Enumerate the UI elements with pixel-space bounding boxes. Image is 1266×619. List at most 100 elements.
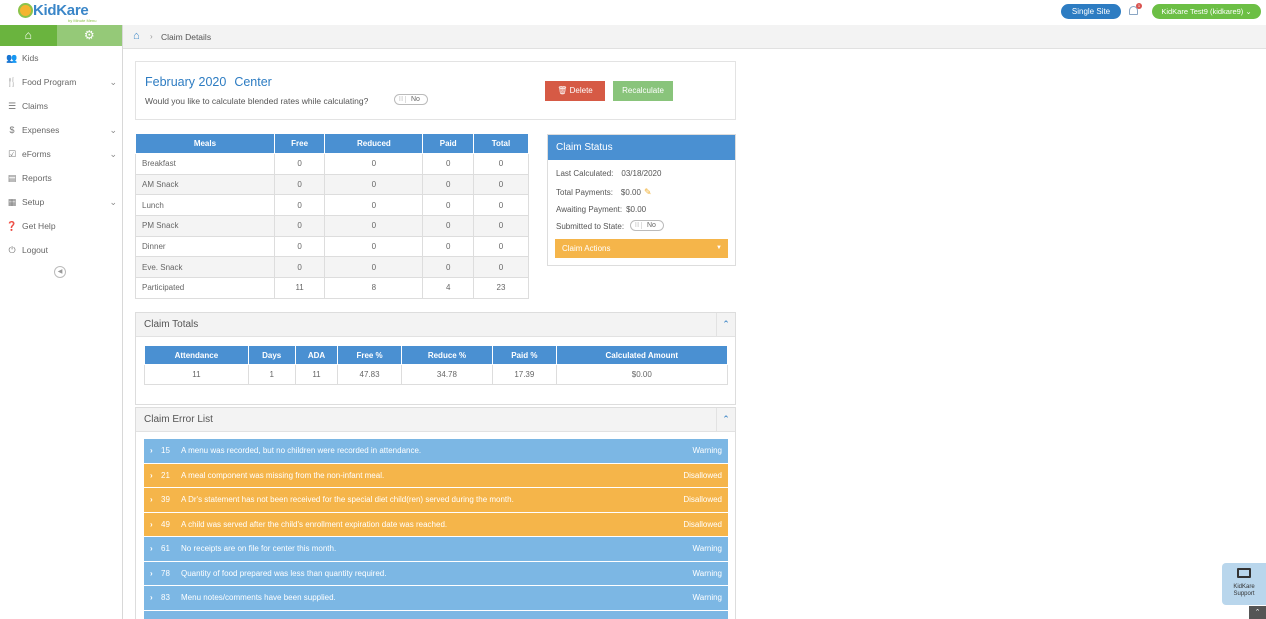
kidkare-logo[interactable]: KidKare by Minute Menu — [18, 2, 98, 24]
sidebar-item-expenses[interactable]: $ Expenses ⌄ — [0, 118, 122, 142]
claim-header-panel: February 2020 Center Would you like to ca… — [135, 61, 736, 120]
user-menu-button[interactable]: KidKare Test9 (kidkare9) ⌄ — [1152, 4, 1261, 19]
gear-icon[interactable]: ⚙ — [56, 25, 122, 46]
chevron-right-icon: › — [150, 519, 153, 529]
blend-rates-toggle[interactable]: ||| No — [394, 94, 428, 105]
power-icon: ⏻ — [8, 245, 16, 255]
collapse-sidebar-icon[interactable]: ◀ — [54, 266, 66, 278]
meals-table-header: Meals Free Reduced Paid Total — [135, 133, 530, 154]
table-cell: 47.83 — [337, 364, 402, 385]
table-cell: 4 — [422, 277, 474, 299]
table-cell: 0 — [324, 153, 424, 175]
table-row: Lunch 0 0 0 0 — [135, 194, 530, 217]
dollar-icon: $ — [9, 125, 15, 135]
sidebar-item-eforms[interactable]: ☑ eForms ⌄ — [0, 142, 122, 166]
support-label-line1: KidKare — [1233, 584, 1255, 590]
table-row: Dinner 0 0 0 0 — [135, 235, 530, 258]
submitted-toggle[interactable]: ||| No — [630, 220, 664, 231]
table-cell: 34.78 — [400, 364, 494, 385]
recalculate-button[interactable]: Recalculate — [613, 81, 673, 101]
table-cell: 0 — [472, 153, 530, 175]
user-label: KidKare Test9 (kidkare9) — [1161, 7, 1244, 16]
chevron-up-icon[interactable]: ⌃ — [716, 313, 735, 336]
error-list-item[interactable]: › 83 Menu notes/comments have been supplie… — [144, 586, 728, 610]
claim-month: February 2020 — [145, 75, 227, 89]
claim-status-panel: Claim Status Last Calculated: 03/18/2020 … — [547, 134, 736, 266]
single-site-button[interactable]: Single Site — [1061, 4, 1121, 19]
sidebar-item-label: Claims — [22, 101, 48, 111]
sidebar-item-get-help[interactable]: ❓ Get Help — [0, 214, 122, 238]
error-list-item[interactable]: › 15 A menu was recorded, but no children … — [144, 439, 728, 463]
claim-actions-dropdown[interactable]: Claim Actions ▼ — [555, 239, 728, 258]
error-list-item[interactable]: › 39 A Dr's statement has not been receive… — [144, 488, 728, 512]
chevron-down-icon: ⌄ — [109, 77, 117, 87]
error-type: Warning — [692, 446, 723, 455]
error-number: 21 — [161, 470, 170, 480]
table-cell: Participated — [135, 277, 275, 299]
sidebar-item-logout[interactable]: ⏻ Logout — [0, 238, 122, 262]
chevron-up-icon[interactable]: ⌃ — [716, 408, 735, 431]
error-list-item[interactable]: › 61 No receipts are on file for center th… — [144, 537, 728, 561]
sidebar-item-setup[interactable]: ▦ Setup ⌄ — [0, 190, 122, 214]
claim-error-list-panel: Claim Error List ⌃ › 15 A menu was recorde… — [135, 407, 736, 619]
home-icon[interactable]: ⌂ — [0, 25, 57, 46]
error-list-item[interactable] — [144, 610, 728, 619]
kidkare-support-button[interactable]: KidKare Support — [1222, 563, 1266, 605]
pencil-icon[interactable]: ✎ — [643, 187, 652, 197]
meals-table: Meals Free Reduced Paid Total Breakfast 0 0 0 0 A… — [135, 133, 530, 299]
report-icon: ▤ — [7, 173, 17, 183]
column-header: Meals — [135, 133, 275, 154]
table-cell: 0 — [324, 235, 424, 258]
table-cell: 0 — [273, 235, 326, 258]
sidebar-item-reports[interactable]: ▤ Reports — [0, 166, 122, 190]
table-cell: 0 — [324, 256, 424, 279]
table-cell: 17.39 — [492, 364, 557, 385]
sidebar-item-food-program[interactable]: 🍴 Food Program ⌄ — [0, 70, 122, 94]
error-message: A Dr's statement has not been received f… — [181, 495, 514, 504]
table-cell: 1 — [247, 364, 296, 385]
notification-bell-icon[interactable]: 1 — [1128, 3, 1142, 18]
error-type: Disallowed — [683, 519, 722, 529]
column-header: Paid — [422, 133, 474, 154]
delete-button[interactable]: 🗑 Delete — [545, 81, 605, 101]
chevron-down-icon: ⌄ — [109, 125, 117, 135]
error-number: 39 — [161, 495, 170, 504]
breadcrumb-home-icon[interactable]: ⌂ — [133, 30, 140, 42]
error-number: 15 — [161, 446, 170, 455]
sidebar: ⌂ ⚙ 👥 Kids 🍴 Food Program ⌄ ☰ Claims $ Expenses ⌄… — [0, 25, 123, 619]
sidebar-item-label: eForms — [22, 149, 51, 159]
sidebar-item-kids[interactable]: 👥 Kids — [0, 46, 122, 70]
utensils-icon: 🍴 — [6, 77, 18, 87]
toggle-label: No — [411, 96, 420, 103]
error-list-item[interactable]: › 21 A meal component was missing from the… — [144, 463, 728, 487]
total-payments-value: $0.00 — [620, 188, 641, 197]
scroll-to-top-icon[interactable]: ⌃ — [1249, 606, 1266, 619]
error-list-item[interactable]: › 78 Quantity of food prepared was less th… — [144, 561, 728, 585]
claim-error-list-header: Claim Error List ⌃ — [136, 408, 735, 432]
error-list-item[interactable]: › 49 A child was served after the child's … — [144, 512, 728, 536]
top-header: KidKare by Minute Menu Single Site 1 Kid… — [0, 0, 1266, 25]
error-type: Disallowed — [683, 470, 722, 480]
awaiting-payment-row: Awaiting Payment: $0.00 — [556, 205, 646, 214]
table-row: 11 1 11 47.83 34.78 17.39 $0.00 — [144, 364, 729, 385]
column-header: Reduced — [324, 133, 424, 154]
toggle-knob: ||| — [397, 96, 406, 103]
flower-icon — [18, 3, 33, 18]
table-cell: 8 — [324, 277, 424, 299]
table-cell: 0 — [324, 194, 424, 217]
bell-shape — [1129, 6, 1138, 15]
table-cell: 0 — [273, 153, 326, 175]
last-calculated-label: Last Calculated: — [556, 169, 614, 178]
table-cell: 11 — [294, 364, 339, 385]
table-cell: AM Snack — [135, 173, 275, 196]
trash-icon: 🗑 — [557, 86, 568, 95]
sidebar-nav: 👥 Kids 🍴 Food Program ⌄ ☰ Claims $ Expenses ⌄ ☑ eFo… — [0, 46, 122, 262]
sidebar-item-claims[interactable]: ☰ Claims — [0, 94, 122, 118]
error-type: Warning — [692, 568, 723, 578]
table-cell: 0 — [422, 153, 474, 175]
table-cell: 0 — [422, 256, 474, 279]
claim-type: Center — [234, 75, 272, 89]
column-header: Total — [472, 133, 530, 154]
error-message: A child was served after the child's enr… — [181, 519, 448, 529]
briefcase-icon: ▦ — [7, 197, 17, 207]
